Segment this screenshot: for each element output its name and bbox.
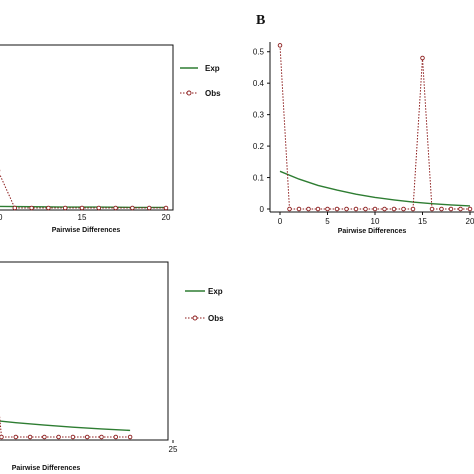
panel-b-ytick-label: 0.1 xyxy=(253,174,265,183)
panel-b-obs-point xyxy=(277,43,283,48)
panel-a-xtick-label: 15 xyxy=(78,213,87,222)
panel-c-exp-line xyxy=(0,420,131,432)
legend-c-exp-label: Exp xyxy=(208,287,223,296)
plot-b: 0 5 10 15 20 0 0.1 0.2 0.3 0.4 0.5 xyxy=(253,43,474,226)
legend-a-exp-label: Exp xyxy=(205,64,220,73)
panel-b-xtick-label: 10 xyxy=(371,217,380,226)
panel-b-xtick-label: 5 xyxy=(325,217,330,226)
panel-b-obs-point xyxy=(429,206,435,212)
panel-a-exp-line xyxy=(0,205,166,209)
panel-b-obs-point xyxy=(410,206,416,212)
panel-c: 25 Pairwise Differences Exp Obs xyxy=(0,261,224,472)
panel-b-ytick-label: 0.5 xyxy=(253,48,265,57)
panel-b-xtick-label: 0 xyxy=(278,217,283,226)
panel-b-obs-point xyxy=(306,206,311,212)
panel-b-obs-point xyxy=(391,206,397,212)
legend-a-obs-marker xyxy=(186,90,192,96)
panel-c-obs-point xyxy=(113,434,119,440)
panel-b-ytick-label: 0.2 xyxy=(253,142,265,151)
panel-b-obs-point xyxy=(315,206,321,212)
panel-a-obs-point xyxy=(79,205,85,211)
panel-b-obs-point xyxy=(296,206,302,212)
panel-c-legend: Exp Obs xyxy=(185,287,224,323)
panel-c-obs-point xyxy=(56,434,61,440)
panel-b-obs-point xyxy=(325,206,330,212)
panel-b-obs-point xyxy=(334,206,340,212)
panel-a-xtick-label: 10 xyxy=(0,213,3,222)
panel-a: 10 15 20 Pairwise Differences Exp Obs xyxy=(0,44,221,234)
panel-c-frame xyxy=(0,261,169,441)
panel-a-frame xyxy=(0,44,174,211)
panel-c-obs-point xyxy=(70,434,76,440)
legend-c-obs-label: Obs xyxy=(208,314,224,323)
panel-b-obs-point xyxy=(448,206,454,212)
panel-c-xlabel: Pairwise Differences xyxy=(12,465,81,472)
panel-a-obs-point xyxy=(113,205,118,211)
panel-c-obs-point xyxy=(99,434,104,440)
panel-b-obs-point xyxy=(372,206,378,212)
panel-b-obs-point xyxy=(439,206,444,212)
panel-c-obs-point xyxy=(42,434,47,440)
panel-a-obs-point xyxy=(96,205,102,211)
panel-b-xtick-label: 15 xyxy=(418,217,427,226)
legend-c-obs-marker xyxy=(192,315,198,321)
panel-c-xtick-label: 25 xyxy=(169,445,178,454)
panel-b-ytick-label: 0.3 xyxy=(253,111,265,120)
panel-a-obs-point xyxy=(163,205,169,211)
panel-b-obs-point xyxy=(382,206,387,212)
plot-c: 25 xyxy=(0,415,178,454)
panel-b-obs-line xyxy=(279,45,470,210)
panel-label-b: B xyxy=(256,13,265,28)
panel-c-obs-point xyxy=(27,434,33,440)
panel-a-legend: Exp Obs xyxy=(180,64,221,98)
panel-b: 0 5 10 15 20 0 0.1 0.2 0.3 0.4 0.5 Pairwise Differ… xyxy=(253,42,474,235)
panel-b-obs-point xyxy=(353,206,359,212)
panel-b-obs-point xyxy=(401,206,406,212)
panel-b-xlabel: Pairwise Differences xyxy=(338,228,407,235)
panel-b-obs-point xyxy=(287,206,292,212)
panel-c-obs-point xyxy=(0,434,4,440)
panel-c-obs-point xyxy=(127,434,133,440)
panel-b-obs-point xyxy=(363,206,368,212)
panel-c-obs-line xyxy=(0,415,131,438)
panel-b-obs-point xyxy=(458,206,463,212)
panel-c-obs-point xyxy=(84,434,90,440)
panel-a-obs-point xyxy=(146,205,152,211)
panel-b-ytick-label: 0.4 xyxy=(253,79,265,88)
panel-a-obs-point xyxy=(62,205,68,211)
panel-a-obs-point xyxy=(46,205,51,211)
panel-a-xlabel: Pairwise Differences xyxy=(52,227,121,234)
panel-b-ytick-label: 0 xyxy=(260,205,265,214)
panel-b-obs-point xyxy=(420,55,425,61)
panel-a-obs-point xyxy=(29,205,34,211)
panel-a-obs-point xyxy=(12,205,18,211)
panel-b-obs-point xyxy=(344,206,349,212)
panel-b-obs-point xyxy=(467,206,473,212)
legend-a-obs-label: Obs xyxy=(205,89,221,98)
panel-a-obs-point xyxy=(130,205,135,211)
panel-b-xtick-label: 20 xyxy=(466,217,474,226)
plot-a: 10 15 20 xyxy=(0,169,171,222)
panel-a-obs-line xyxy=(0,173,166,209)
panel-c-obs-point xyxy=(13,434,19,440)
panel-a-xtick-label: 20 xyxy=(162,213,171,222)
panel-b-exp-line xyxy=(279,170,471,207)
